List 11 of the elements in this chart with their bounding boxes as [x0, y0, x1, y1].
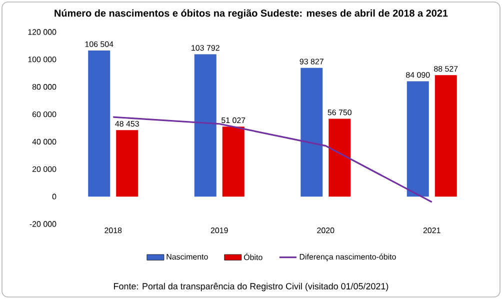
bar — [300, 68, 323, 197]
source-note: Fonte: Portal da transparência do Registro Civil (visitado 01/05/2021) — [114, 282, 388, 292]
line-series — [112, 116, 433, 203]
bar — [406, 81, 429, 197]
bar — [222, 126, 244, 197]
bar — [194, 54, 216, 197]
bar — [434, 75, 457, 197]
bar — [328, 118, 351, 197]
bar — [88, 50, 110, 197]
bar — [116, 130, 138, 197]
chart-title: Número de nascimentos e óbitos na região Sudeste: meses de abril de 2018 a 2021 — [54, 9, 448, 19]
